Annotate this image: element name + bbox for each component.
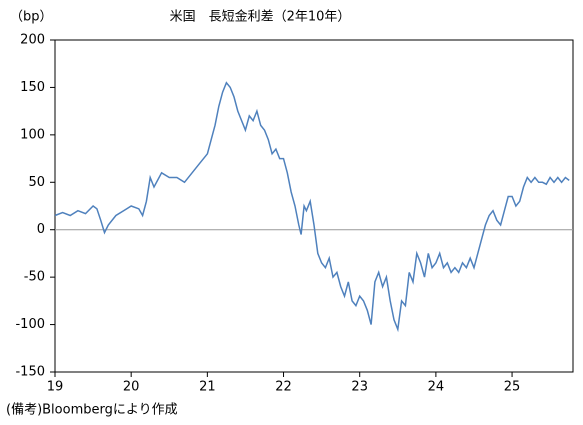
- x-tick-label: 19: [47, 380, 64, 395]
- y-tick-label: 50: [28, 175, 45, 190]
- chart-title: 米国 長短金利差（2年10年）: [170, 9, 351, 25]
- x-tick-label: 21: [199, 380, 216, 395]
- plot-frame: [54, 39, 574, 373]
- y-tick-label: 100: [20, 127, 45, 142]
- x-tick-label: 22: [275, 380, 292, 395]
- x-tick-label: 23: [351, 380, 368, 395]
- y-tick-label: -50: [24, 270, 45, 285]
- y-axis-unit: （bp）: [10, 10, 53, 25]
- data-line: [54, 81, 570, 333]
- source-note: (備考)Bloombergにより作成: [6, 402, 178, 418]
- y-tick-label: 200: [20, 33, 45, 48]
- y-tick-label: 150: [20, 80, 45, 95]
- x-tick-label: 24: [428, 380, 445, 395]
- x-tick-label: 20: [123, 380, 140, 395]
- y-tick-label: -100: [15, 317, 45, 332]
- x-tick-label: 25: [504, 380, 521, 395]
- y-tick-label: 0: [37, 222, 45, 237]
- y-tick-label: -150: [15, 365, 45, 380]
